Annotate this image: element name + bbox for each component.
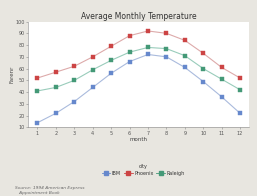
Legend: IBM, Phoenix, Raleigh: IBM, Phoenix, Raleigh <box>100 162 187 178</box>
Title: Average Monthly Temperature: Average Monthly Temperature <box>81 12 197 21</box>
X-axis label: month: month <box>130 137 148 142</box>
Y-axis label: Farenr: Farenr <box>9 66 14 83</box>
Text: Source: 1994 American Express
   Appointment Book: Source: 1994 American Express Appointmen… <box>15 186 85 195</box>
